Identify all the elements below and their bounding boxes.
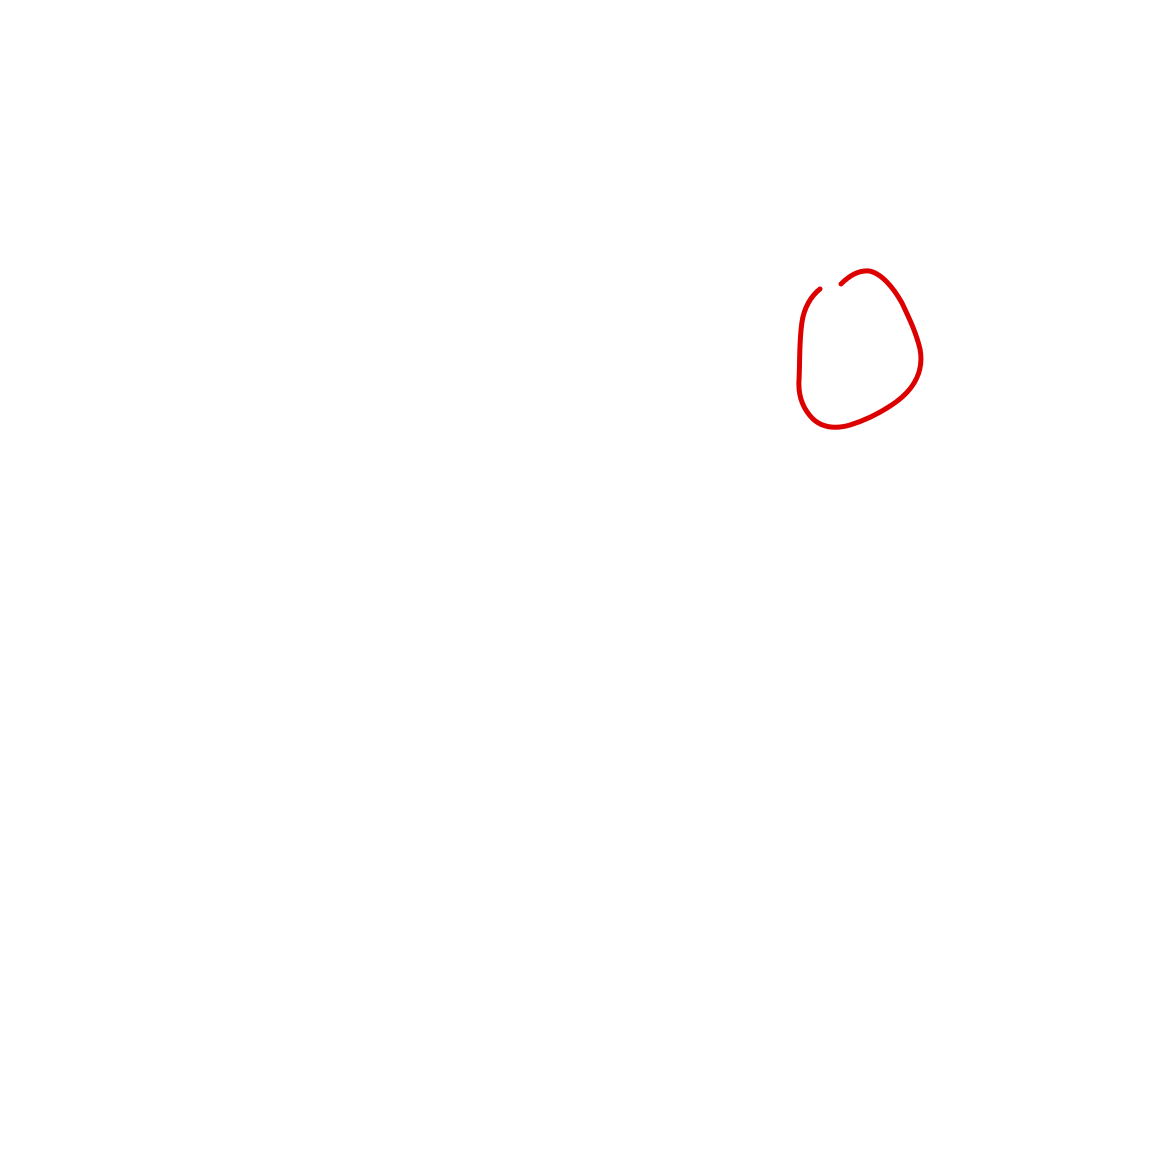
red-ink-stroke bbox=[796, 268, 924, 430]
